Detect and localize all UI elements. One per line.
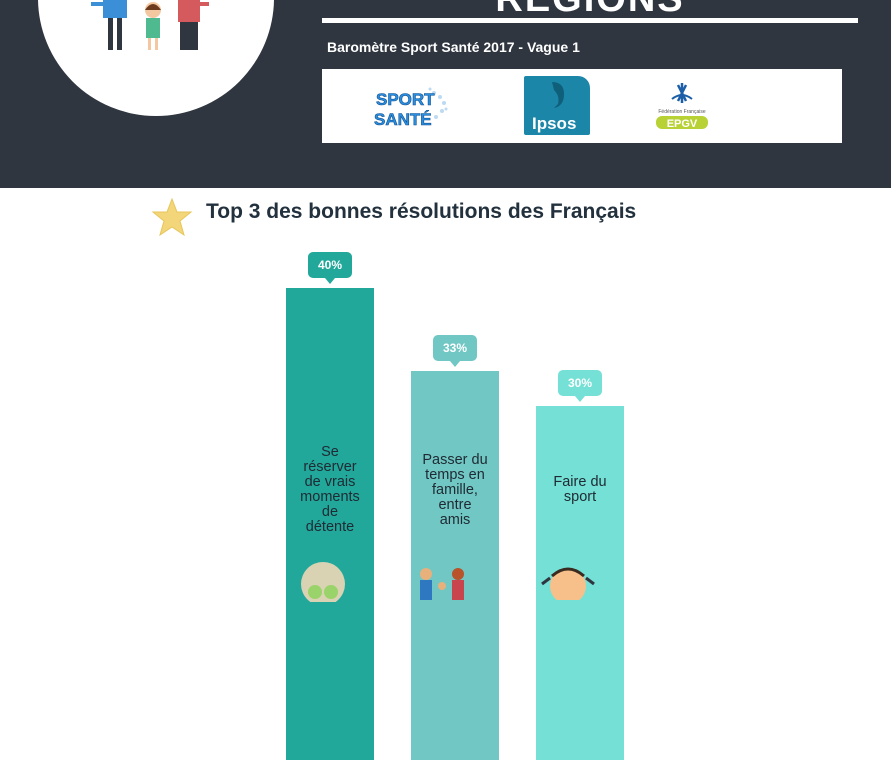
family-friends-icon xyxy=(412,566,472,604)
svg-text:Fédération Française: Fédération Française xyxy=(658,109,705,115)
sport-sante-logo: SPORT SANTÉ xyxy=(374,87,448,129)
ipsos-logo: Ipsos xyxy=(524,76,590,135)
chart-title: Top 3 des bonnes résolutions des Françai… xyxy=(206,200,637,223)
category-label-1: Se réserver de vrais moments de détente xyxy=(300,444,360,535)
header-banner: REGIONS Baromètre Sport Santé 2017 - Vag… xyxy=(0,0,891,188)
svg-text:SANTÉ: SANTÉ xyxy=(374,110,432,129)
page-title: REGIONS xyxy=(322,0,858,21)
relaxing-face-icon xyxy=(298,556,348,606)
sport-person-icon xyxy=(540,564,596,604)
category-label-2: Passer du temps en famille, entre amis xyxy=(422,451,488,528)
value-label-3: 30% xyxy=(558,370,602,402)
category-label-3: Faire du sport xyxy=(553,474,607,505)
logo-panel: SPORT SANTÉ Ipsos Fédération Française E… xyxy=(322,69,842,143)
svg-text:EPGV: EPGV xyxy=(667,118,698,130)
star-icon xyxy=(151,197,193,237)
value-label-1: 40% xyxy=(308,252,352,284)
illustration-circle xyxy=(38,0,274,116)
svg-text:SPORT: SPORT xyxy=(376,90,435,109)
epgv-logo: Fédération Française EPGV xyxy=(656,83,708,130)
page-subtitle: Baromètre Sport Santé 2017 - Vague 1 xyxy=(327,39,580,55)
title-underline xyxy=(322,18,858,23)
value-label-2: 33% xyxy=(433,334,477,367)
family-illustration-icon xyxy=(91,0,209,50)
